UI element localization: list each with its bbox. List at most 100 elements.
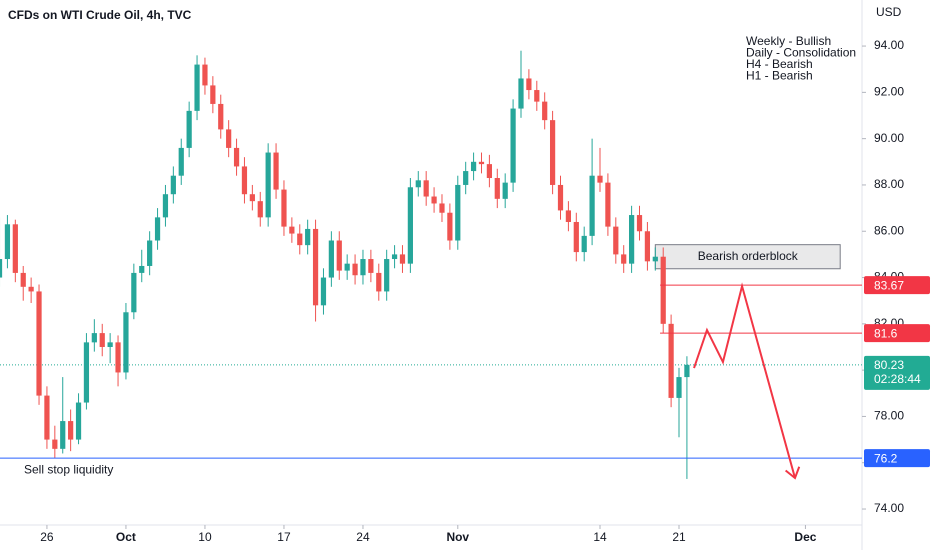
current-price-bg (864, 355, 930, 390)
candle-body (636, 215, 643, 232)
current-price-label: 80.23 (874, 358, 904, 372)
candle-body (83, 342, 90, 403)
candle-body (4, 224, 11, 260)
x-tick-label: 14 (593, 530, 607, 544)
level-text: Sell stop liquidity (24, 462, 113, 476)
projection (693, 282, 796, 479)
candle-body (542, 101, 548, 121)
candle-body (384, 259, 390, 292)
candle-body (518, 78, 524, 109)
candle-body (565, 210, 572, 222)
candle-body (194, 64, 200, 111)
x-tick-label: 26 (40, 530, 54, 544)
y-tick-label: 92.00 (874, 85, 904, 99)
candle-body (644, 231, 651, 262)
candle-body (297, 233, 303, 246)
level-label-bg (864, 276, 930, 295)
y-tick-label: 86.00 (874, 223, 904, 237)
candle-body (312, 228, 319, 306)
candle-body (233, 147, 240, 167)
candle-body (652, 256, 658, 262)
note: Weekly - Bullish (746, 34, 831, 48)
candle-body (60, 421, 66, 449)
x-tick-label: 10 (198, 530, 212, 544)
candle-body (463, 171, 469, 185)
candle-body (44, 395, 50, 440)
candle-body (336, 240, 342, 271)
candle-body (281, 189, 287, 227)
candle-body (123, 312, 129, 373)
y-tick-label: 90.00 (874, 131, 904, 145)
candle-body (28, 286, 34, 292)
candle-body (241, 166, 248, 195)
candle-body (147, 240, 153, 266)
candle-body (186, 110, 192, 148)
candle-body (597, 175, 603, 183)
countdown: 02:28:44 (874, 372, 921, 386)
candle-body (605, 182, 611, 227)
candle-body (115, 342, 121, 373)
note: H4 - Bearish (746, 57, 813, 71)
candle-body (478, 161, 485, 165)
level-label: 83.67 (874, 278, 904, 292)
candle-body (470, 161, 477, 172)
candle-body (684, 364, 690, 378)
candle-body (320, 277, 327, 306)
level-label: 81.6 (874, 326, 898, 340)
x-tick-label: Dec (794, 530, 816, 544)
candle-body (360, 259, 366, 276)
candle-body (589, 175, 595, 236)
candle-body (52, 439, 58, 449)
candle-body (257, 201, 263, 218)
candle-body (415, 180, 421, 188)
x-tick-label: 17 (277, 530, 291, 544)
candle-body (407, 187, 413, 264)
level-label-bg (864, 324, 930, 343)
candle-body (344, 263, 350, 271)
orderblock-label: Bearish orderblock (698, 249, 799, 263)
candle-body (328, 240, 334, 278)
candle-body (91, 333, 97, 343)
candle-body (502, 182, 508, 199)
candle-body (107, 342, 113, 347)
candle-body (391, 254, 398, 260)
candle-body (12, 224, 18, 273)
candle-body (510, 108, 516, 183)
candle-body (99, 333, 105, 347)
candle-body (289, 226, 295, 234)
note: Daily - Consolidation (746, 46, 856, 60)
candle-body (226, 129, 232, 148)
x-tick-label: 21 (672, 530, 686, 544)
candle-body (20, 272, 26, 287)
chart-title: CFDs on WTI Crude Oil, 4h, TVC (8, 8, 192, 22)
candle-body (668, 323, 674, 398)
candle-body (613, 226, 619, 255)
y-tick-label: 78.00 (874, 409, 904, 423)
candle-body (68, 421, 74, 440)
candle-body (210, 85, 216, 104)
y-tick-label: 74.00 (874, 501, 904, 515)
candle-body (139, 265, 145, 273)
candle-body (660, 256, 666, 324)
candle-body (494, 178, 500, 199)
candle-body (557, 184, 564, 211)
candle-body (218, 103, 224, 130)
level-label-bg (864, 449, 930, 468)
candle-body (621, 254, 627, 264)
x-tick-label: 24 (356, 530, 370, 544)
candle-body (549, 120, 556, 185)
candle-body (423, 180, 429, 197)
candle-body (178, 147, 184, 176)
candle-body (170, 175, 176, 195)
candle-body (352, 263, 358, 276)
candle-body (36, 291, 42, 396)
candle-body (534, 90, 540, 102)
x-tick-label: Nov (446, 530, 469, 544)
y-tick-label: 94.00 (874, 38, 904, 52)
candle-body (573, 221, 579, 253)
x-tick-label: Oct (116, 530, 136, 544)
candle-body (676, 377, 682, 398)
candle-body (486, 164, 492, 179)
candle-body (162, 194, 169, 218)
